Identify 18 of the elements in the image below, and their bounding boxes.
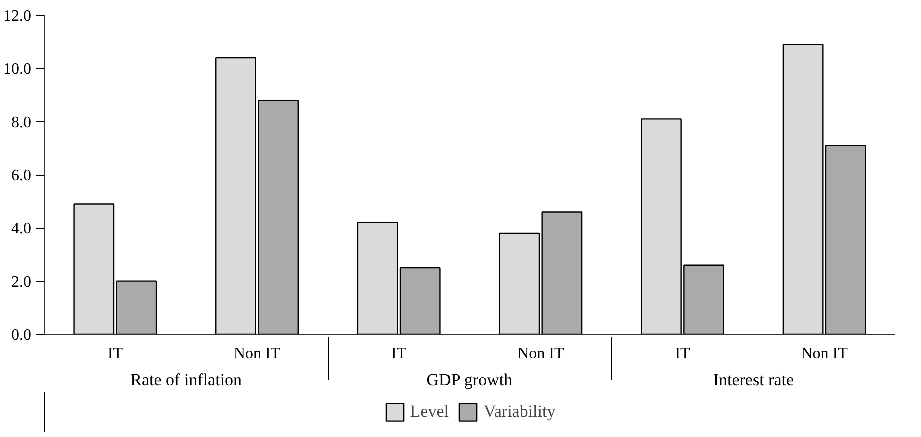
- y-tick-label: 10.0: [4, 61, 32, 78]
- text: Rate of inflation: [130, 370, 243, 390]
- x-tick-label: IT: [675, 346, 691, 362]
- y-tick-label: 6.0: [12, 168, 32, 184]
- x-tick-label: Non IT: [518, 346, 564, 362]
- text: GDP growth: [426, 370, 514, 390]
- y-tick-label: 2.0: [12, 274, 32, 291]
- legend-label: Variability: [484, 402, 556, 422]
- y-tick-label: 12.0: [4, 8, 32, 25]
- y-tick-label: 0.0: [12, 327, 32, 344]
- legend-label: Level: [410, 402, 449, 422]
- x-tick-label: Non IT: [234, 346, 281, 362]
- x-tick-label: IT: [108, 346, 124, 362]
- text: Interest rate: [713, 370, 794, 390]
- x-tick-label: IT: [392, 346, 407, 362]
- x-tick-label: Non IT: [801, 346, 848, 362]
- y-tick-label: 4.0: [12, 220, 32, 238]
- y-tick-label: 8.0: [12, 114, 32, 132]
